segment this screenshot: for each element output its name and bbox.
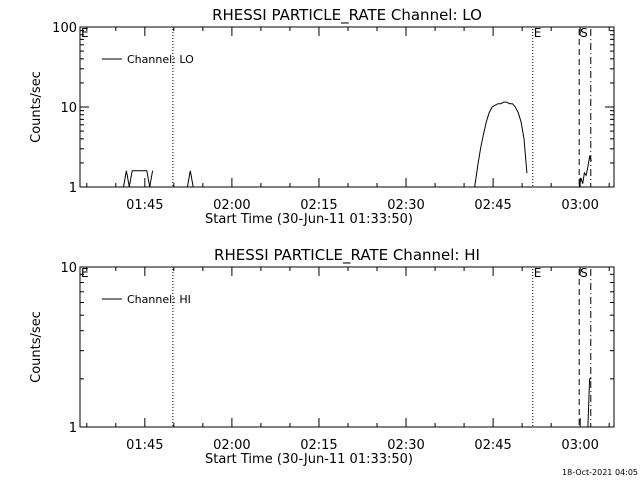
x-tick-label: 03:00 [561,198,598,213]
event-marker-label: E [81,266,89,280]
y-tick-label: 10 [60,101,77,116]
series-line-segment [474,101,528,188]
event-marker-label: S [580,26,588,40]
y-tick-label: 1 [69,181,77,196]
x-tick-label: 02:45 [474,198,511,213]
y-tick-label: 1 [69,421,77,436]
series-line-segment [186,170,194,188]
x-axis-label: Start Time (30-Jun-11 01:33:50) [205,452,413,467]
x-tick-label: 02:00 [213,438,250,453]
plot-frame [79,26,615,188]
x-tick-label: 02:45 [474,438,511,453]
panel-lo: RHESSI PARTICLE_RATE Channel: LO 01:45 02:… [29,6,615,227]
legend-label: Channel: HI [127,293,191,306]
series-line-segment [587,378,592,428]
x-tick-label: 02:00 [213,198,250,213]
y-tick-label: 10 [60,261,77,276]
x-tick-label: 02:15 [300,438,337,453]
y-tick-label: 100 [52,21,77,36]
series-line-segment [578,154,592,188]
x-axis-label: Start Time (30-Jun-11 01:33:50) [205,212,413,227]
x-tick-label: 02:15 [300,198,337,213]
plot-frame [79,266,615,428]
legend-label: Channel: LO [127,53,194,66]
x-tick-label: 02:30 [387,198,424,213]
event-marker-label: E [81,26,89,40]
x-tick-label: 01:45 [126,438,163,453]
chart-title: RHESSI PARTICLE_RATE Channel: HI [214,246,480,265]
footer-timestamp: 18-Oct-2021 04:05 [562,468,638,477]
x-tick-label: 01:45 [126,198,163,213]
x-tick-label: 03:00 [561,438,598,453]
y-axis-label: Counts/sec [29,71,44,143]
y-axis-label: Counts/sec [29,311,44,383]
event-marker-label: S [580,266,588,280]
event-marker-label: E [534,266,542,280]
x-tick-label: 02:30 [387,438,424,453]
chart-title: RHESSI PARTICLE_RATE Channel: LO [212,6,482,25]
panel-hi: RHESSI PARTICLE_RATE Channel: HI 01:45 02:… [29,246,615,467]
series-line-segment [123,170,154,188]
event-marker-label: E [534,26,542,40]
